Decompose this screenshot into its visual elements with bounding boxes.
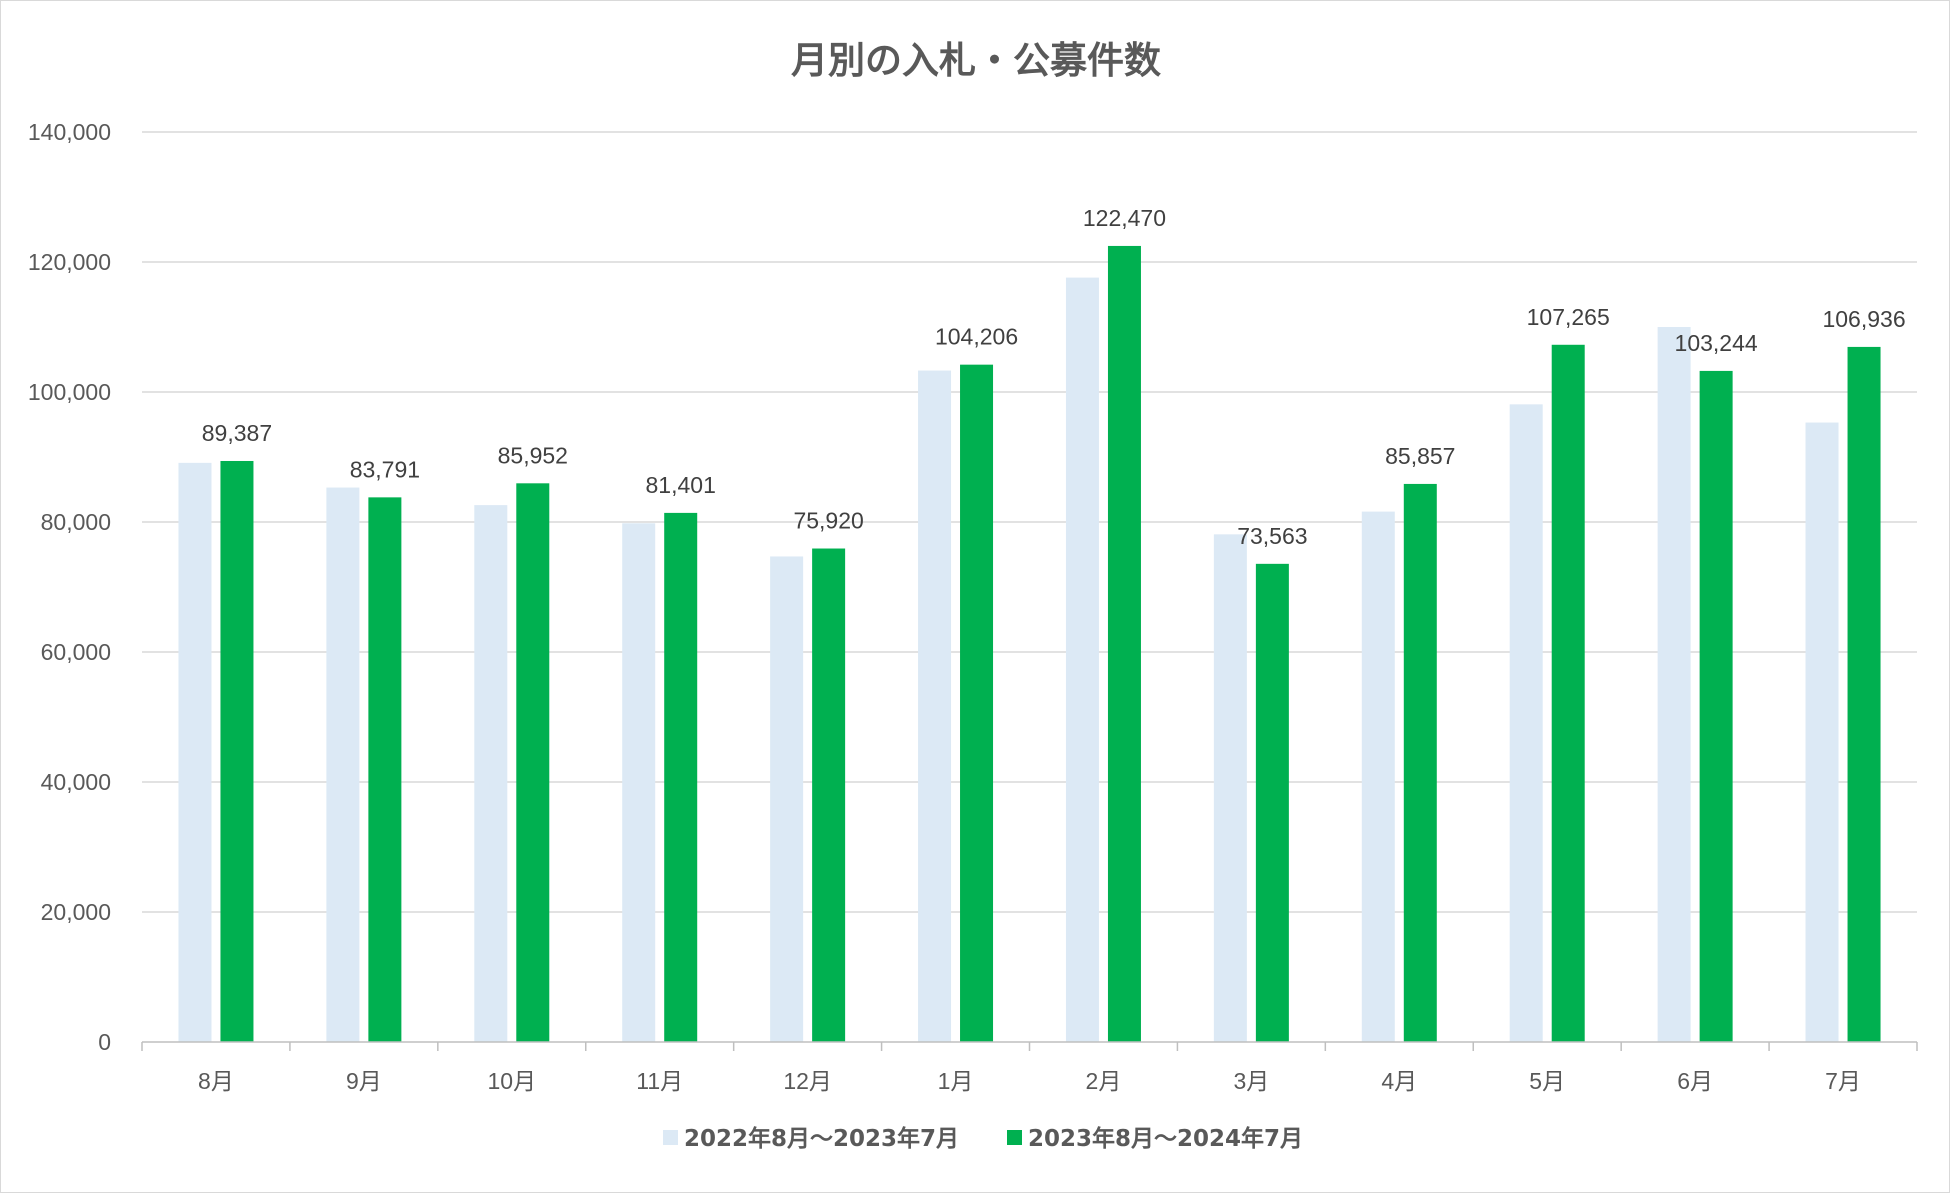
y-tick-label: 80,000 [41, 509, 111, 535]
legend-swatch [663, 1130, 678, 1145]
legend-label: 2023年8月～2024年7月 [1028, 1125, 1303, 1152]
chart-title: 月別の入札・公募件数 [791, 39, 1161, 82]
data-label: 103,244 [1675, 330, 1758, 356]
x-tick-label: 4月 [1381, 1068, 1417, 1094]
bar-series-2022 [1657, 327, 1691, 1042]
data-label: 73,563 [1237, 523, 1307, 549]
x-tick-label: 6月 [1677, 1068, 1713, 1094]
x-axis: 8月 9月 10月 11月 12月 1月 2月 3月 4月 5月 6月 7月 [141, 1041, 1918, 1094]
bar-series-2022 [918, 370, 952, 1042]
bar-series-2023 [1255, 563, 1289, 1042]
x-tick-label: 11月 [636, 1068, 683, 1094]
data-label: 89,387 [202, 420, 272, 446]
bar-series-2022 [1805, 422, 1839, 1042]
legend-item-2023[interactable]: 2023年8月～2024年7月 [1007, 1125, 1303, 1152]
bar-series-2022 [1361, 511, 1395, 1043]
x-tick-label: 12月 [783, 1068, 832, 1094]
legend[interactable]: 2022年8月～2023年7月 2023年8月～2024年7月 [663, 1125, 1303, 1152]
bar-series-2022 [1065, 277, 1099, 1043]
y-tick-label: 40,000 [41, 769, 111, 795]
bar-series-2023 [1699, 370, 1733, 1042]
x-tick-label: 1月 [938, 1068, 974, 1094]
x-tick-label: 3月 [1233, 1068, 1269, 1094]
data-label: 75,920 [793, 508, 863, 534]
bar-series-2022 [1213, 534, 1247, 1042]
x-tick-label: 2月 [1086, 1068, 1122, 1094]
bar-series-2023 [960, 364, 994, 1042]
data-label: 104,206 [935, 324, 1018, 350]
bar-series-2023 [368, 497, 402, 1042]
data-label: 85,952 [498, 442, 568, 468]
x-tick-label: 7月 [1825, 1068, 1861, 1094]
bar-series-2022 [474, 505, 508, 1043]
bar-series-2022 [1509, 404, 1543, 1043]
x-tick-label: 9月 [346, 1068, 382, 1094]
y-tick-label: 60,000 [41, 639, 111, 665]
legend-swatch [1007, 1130, 1022, 1145]
data-label: 85,857 [1385, 443, 1455, 469]
data-labels: 89,387 83,791 85,952 81,401 75,920 104,206 122… [202, 205, 1906, 549]
bar-series-2022 [326, 487, 360, 1042]
data-label: 107,265 [1527, 304, 1610, 330]
bar-series-2023 [812, 548, 846, 1042]
data-label: 122,470 [1083, 205, 1166, 231]
legend-item-2022[interactable]: 2022年8月～2023年7月 [663, 1125, 959, 1152]
bar-series-2023 [1107, 245, 1141, 1042]
y-tick-label: 140,000 [28, 119, 111, 145]
legend-label: 2022年8月～2023年7月 [684, 1125, 959, 1152]
y-tick-label: 0 [98, 1029, 111, 1055]
data-label: 106,936 [1822, 306, 1905, 332]
bar-series-2023 [516, 483, 550, 1042]
y-axis-ticks: 0 20,000 40,000 60,000 80,000 100,000 120,000 1… [28, 119, 111, 1055]
bar-series-2023 [1403, 483, 1437, 1042]
x-tick-label: 5月 [1529, 1068, 1565, 1094]
y-tick-label: 100,000 [28, 379, 111, 405]
bar-series-2022 [622, 523, 656, 1042]
bar-series-2023 [664, 512, 698, 1042]
bar-series-2023 [1847, 346, 1881, 1042]
data-label: 81,401 [646, 472, 716, 498]
bar-series-2023 [220, 460, 254, 1042]
data-label: 83,791 [350, 456, 420, 482]
y-tick-label: 20,000 [41, 899, 111, 925]
x-tick-label: 8月 [198, 1068, 234, 1094]
bar-series-2022 [770, 556, 804, 1042]
bar-series-2022 [178, 462, 212, 1043]
bars [178, 245, 1881, 1043]
gridlines [142, 131, 1917, 913]
bar-series-2023 [1551, 344, 1585, 1043]
x-tick-label: 10月 [487, 1068, 536, 1094]
y-tick-label: 120,000 [28, 249, 111, 275]
